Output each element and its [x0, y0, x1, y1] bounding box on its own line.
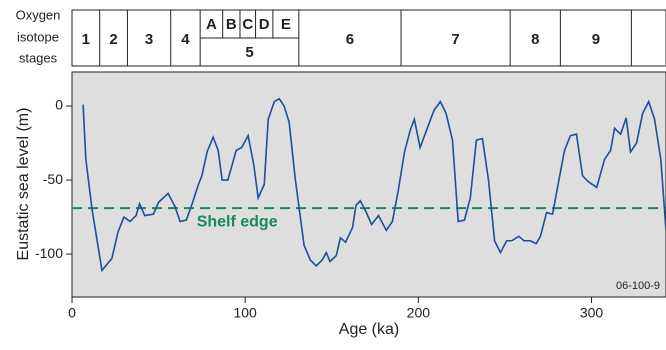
- substage-label: C: [242, 16, 253, 33]
- y-tick-label: -50: [43, 171, 63, 187]
- stage-header: stages: [19, 50, 58, 65]
- substage-label: E: [281, 16, 291, 33]
- x-tick-label: 300: [580, 305, 604, 321]
- x-tick-label: 100: [233, 305, 257, 321]
- plot-area: [71, 71, 666, 298]
- substage-label: D: [259, 16, 270, 33]
- stage-label: 7: [451, 31, 459, 48]
- annotation: 06-100-9: [616, 280, 660, 292]
- stage-header: Oxygen: [16, 7, 61, 22]
- stage-label: 2: [109, 31, 117, 48]
- y-axis-title: Eustatic sea level (m): [15, 108, 32, 261]
- stage-label: 6: [346, 31, 354, 48]
- substage-label: A: [206, 16, 217, 33]
- shelf-edge-label: Shelf edge: [197, 213, 278, 230]
- stage-header: isotope: [17, 29, 59, 44]
- stage-label: 1: [82, 31, 90, 48]
- x-tick-label: 0: [68, 305, 76, 321]
- stage-label: 8: [531, 31, 539, 48]
- stage-label: 9: [592, 31, 600, 48]
- x-axis-title: Age (ka): [339, 321, 399, 338]
- sea-level-line: [82, 97, 666, 273]
- stage-band: A B C D E 1 2 3 4 5 6 7 8 9: [71, 9, 666, 67]
- stage-box: [71, 9, 666, 67]
- stage-label: 5: [245, 44, 253, 61]
- y-tick-label: 0: [55, 97, 63, 113]
- stage-label: 3: [145, 31, 153, 48]
- y-tick-label: -100: [35, 245, 63, 261]
- x-tick-label: 200: [407, 305, 431, 321]
- stage-label: 4: [181, 31, 190, 48]
- substage-label: B: [226, 16, 237, 33]
